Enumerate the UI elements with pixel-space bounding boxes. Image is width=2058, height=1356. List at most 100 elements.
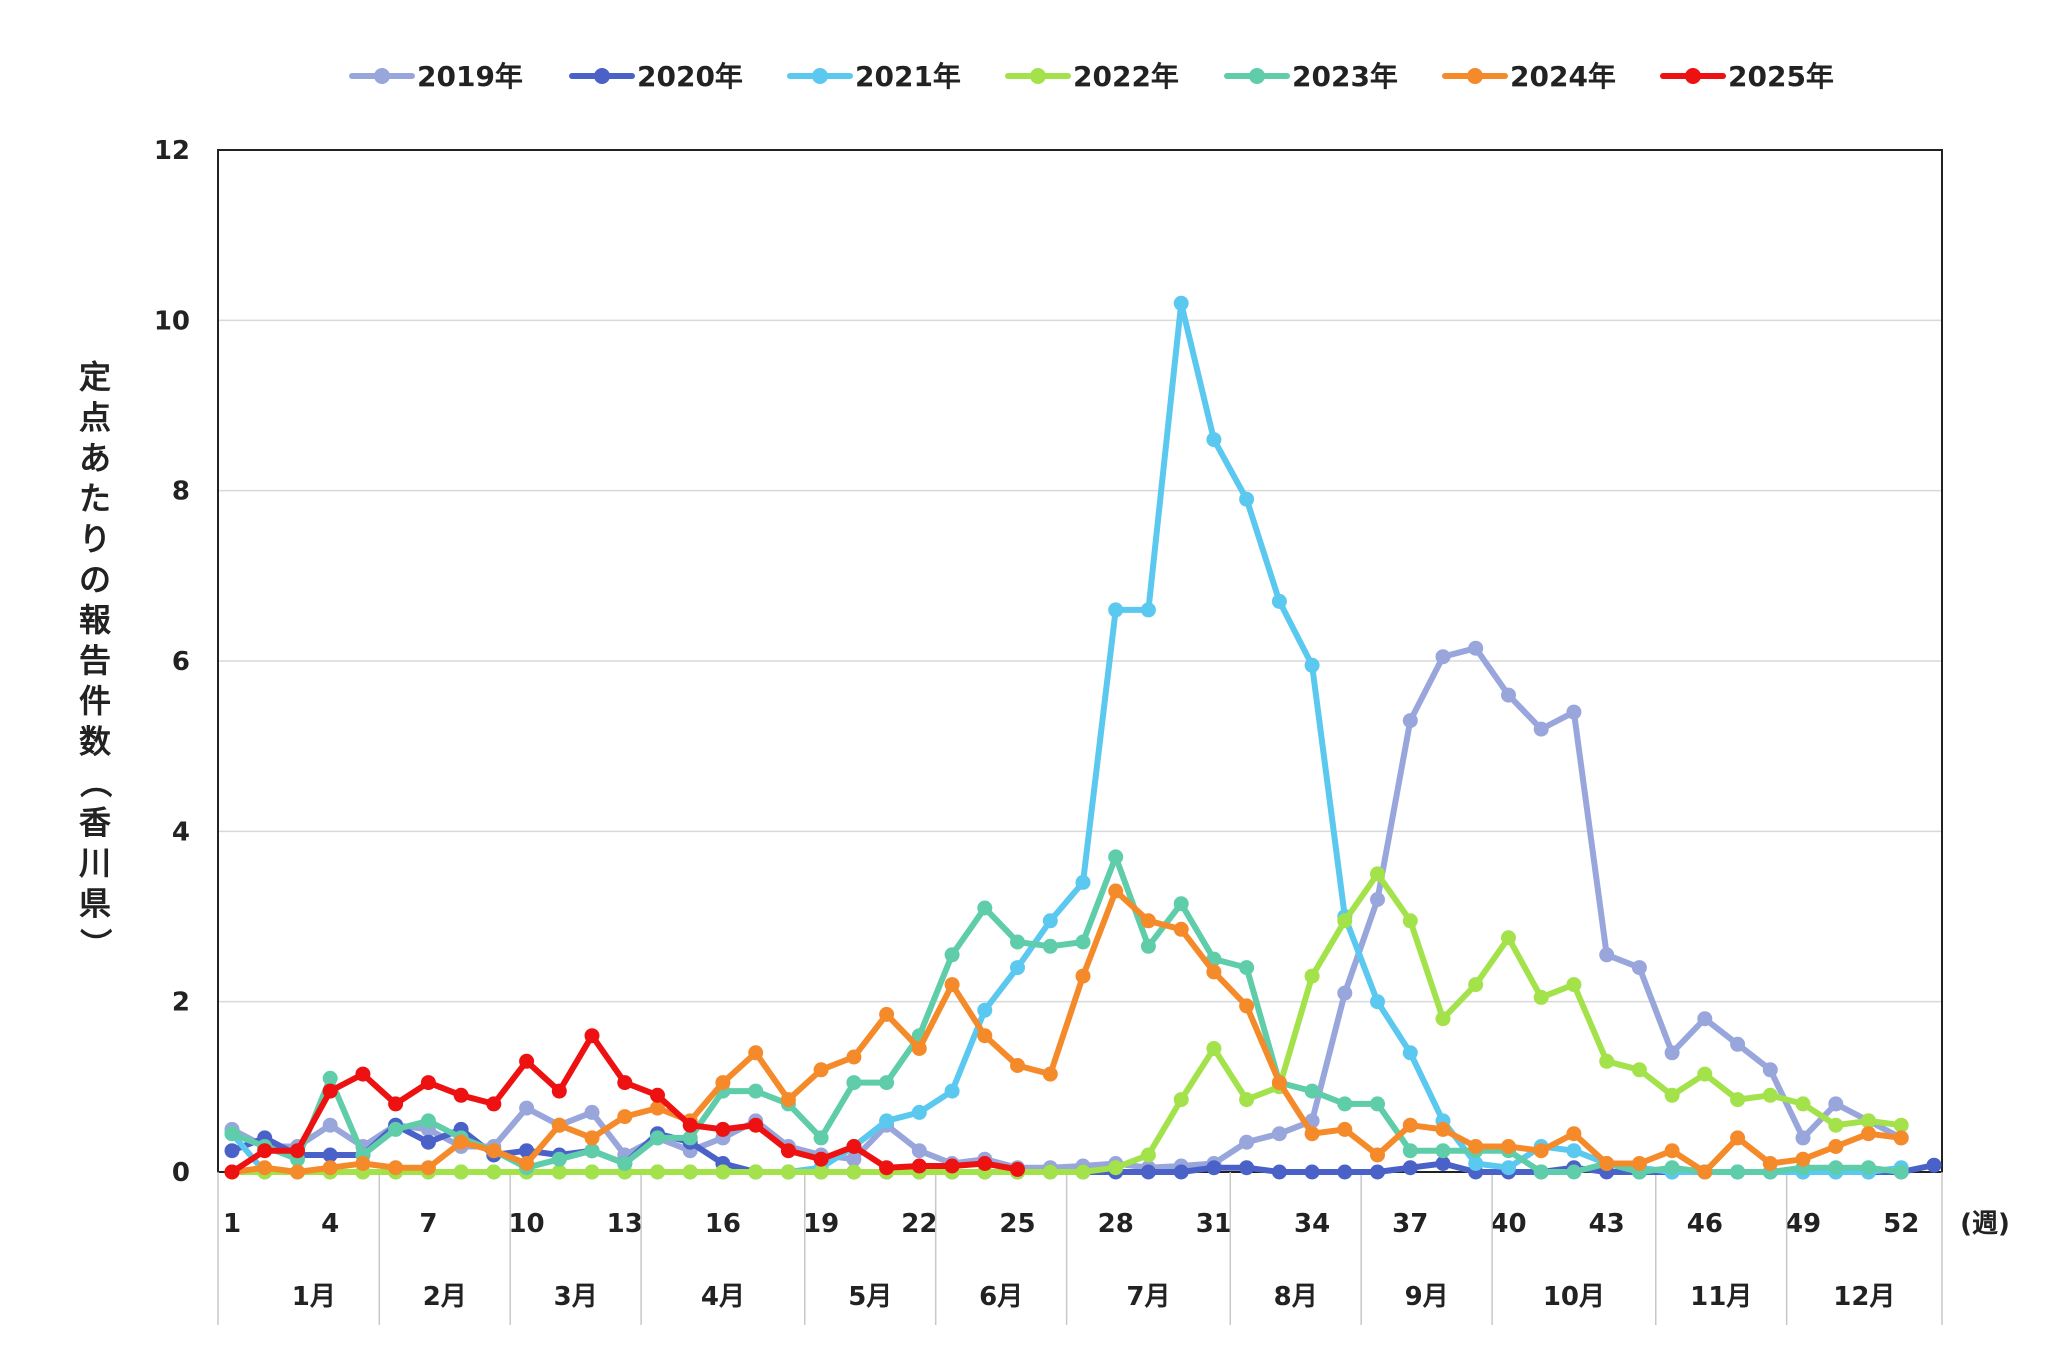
data-point (846, 1049, 862, 1065)
data-point (1402, 1117, 1418, 1133)
data-point (420, 1160, 436, 1176)
data-point (486, 1143, 502, 1159)
data-point (1501, 930, 1516, 946)
data-point (1926, 1157, 1942, 1173)
data-point (519, 1053, 535, 1069)
data-point (1893, 1130, 1909, 1146)
data-point (879, 1113, 895, 1129)
data-point (1173, 921, 1189, 937)
data-point (1337, 985, 1353, 1001)
x-tick-label: 13 (607, 1209, 643, 1239)
gridlines (218, 319, 1942, 1003)
data-point (1206, 1041, 1222, 1056)
data-point (1042, 913, 1058, 929)
data-point (650, 1100, 665, 1116)
legend-swatch-marker (1685, 68, 1701, 84)
data-point (1533, 1143, 1549, 1159)
y-axis-label-char: 香 (79, 804, 111, 842)
data-point (1828, 1117, 1844, 1133)
y-axis-ticks: 0 2 4 6 8 10 12 (154, 136, 190, 1188)
data-point (650, 1164, 665, 1180)
data-point (551, 1117, 567, 1133)
month-label: 8月 (1274, 1282, 1318, 1312)
y-tick-label: 10 (154, 306, 190, 336)
data-point (1042, 1164, 1058, 1180)
data-point (944, 977, 960, 993)
legend-label: 2021年 (855, 60, 961, 93)
series-2019年 (224, 640, 1909, 1176)
data-point (1599, 1156, 1615, 1171)
data-point (1206, 432, 1222, 448)
legend-swatch-marker (374, 68, 390, 84)
x-tick-label: 52 (1883, 1209, 1919, 1239)
data-point (1828, 1139, 1844, 1154)
data-point (1697, 1011, 1713, 1027)
series-2025年 (224, 1028, 1025, 1180)
data-point (780, 1143, 796, 1159)
data-point (1501, 1160, 1516, 1176)
data-point (420, 1075, 436, 1091)
data-point (1108, 602, 1124, 618)
data-point (748, 1164, 764, 1180)
data-point (1304, 1083, 1320, 1099)
data-point (846, 1164, 862, 1180)
data-point (1730, 1130, 1746, 1146)
data-point (1206, 1160, 1222, 1176)
data-point (715, 1164, 731, 1180)
data-point (944, 947, 960, 963)
data-point (1370, 892, 1385, 907)
x-tick-label: 10 (508, 1209, 544, 1239)
data-point (584, 1104, 600, 1120)
data-point (420, 1134, 436, 1150)
data-point (1173, 295, 1189, 311)
data-point (355, 1066, 371, 1082)
data-point (1140, 602, 1156, 618)
y-axis-label-char: 件 (79, 682, 111, 720)
legend-swatch-marker (1467, 68, 1483, 84)
x-axis-unit-label: (週) (1960, 1209, 2010, 1239)
data-point (486, 1164, 502, 1180)
data-point (1533, 989, 1549, 1005)
data-point (1533, 1164, 1549, 1180)
data-point (1042, 1066, 1058, 1082)
x-tick-label: 43 (1589, 1209, 1625, 1239)
data-point (290, 1164, 305, 1180)
data-point (224, 1164, 240, 1180)
legend-swatch-marker (1030, 68, 1046, 84)
data-point (911, 1158, 927, 1174)
data-point (1271, 593, 1287, 609)
data-point (780, 1164, 796, 1180)
data-point (1010, 1161, 1025, 1177)
data-point (1435, 1143, 1451, 1159)
data-point (1370, 994, 1385, 1010)
data-point (1337, 1121, 1353, 1137)
data-point (1370, 1096, 1385, 1112)
legend-item: 2025年 (1660, 60, 1834, 93)
data-point (1631, 960, 1647, 976)
data-point (453, 1134, 469, 1150)
y-axis-label-char: た (79, 480, 111, 518)
data-point (224, 1143, 240, 1159)
data-point (1206, 964, 1222, 980)
data-point (1075, 934, 1091, 950)
legend-item: 2023年 (1224, 60, 1398, 93)
data-point (1402, 1160, 1418, 1176)
data-point (388, 1096, 404, 1112)
data-point (780, 1092, 796, 1108)
data-point (879, 1160, 895, 1176)
data-point (977, 1028, 993, 1044)
legend-swatch-marker (594, 68, 610, 84)
data-point (1271, 1075, 1287, 1091)
y-axis-label-char: 点 (79, 399, 111, 437)
y-tick-label: 4 (172, 817, 190, 847)
data-point (486, 1096, 502, 1112)
data-point (1468, 1139, 1484, 1154)
data-point (1861, 1126, 1876, 1142)
data-point (322, 1070, 338, 1086)
data-point (1010, 960, 1025, 976)
data-point (1337, 913, 1353, 929)
data-point (1140, 913, 1156, 929)
data-point (1304, 657, 1320, 673)
data-point (748, 1083, 764, 1099)
data-point (551, 1164, 567, 1180)
